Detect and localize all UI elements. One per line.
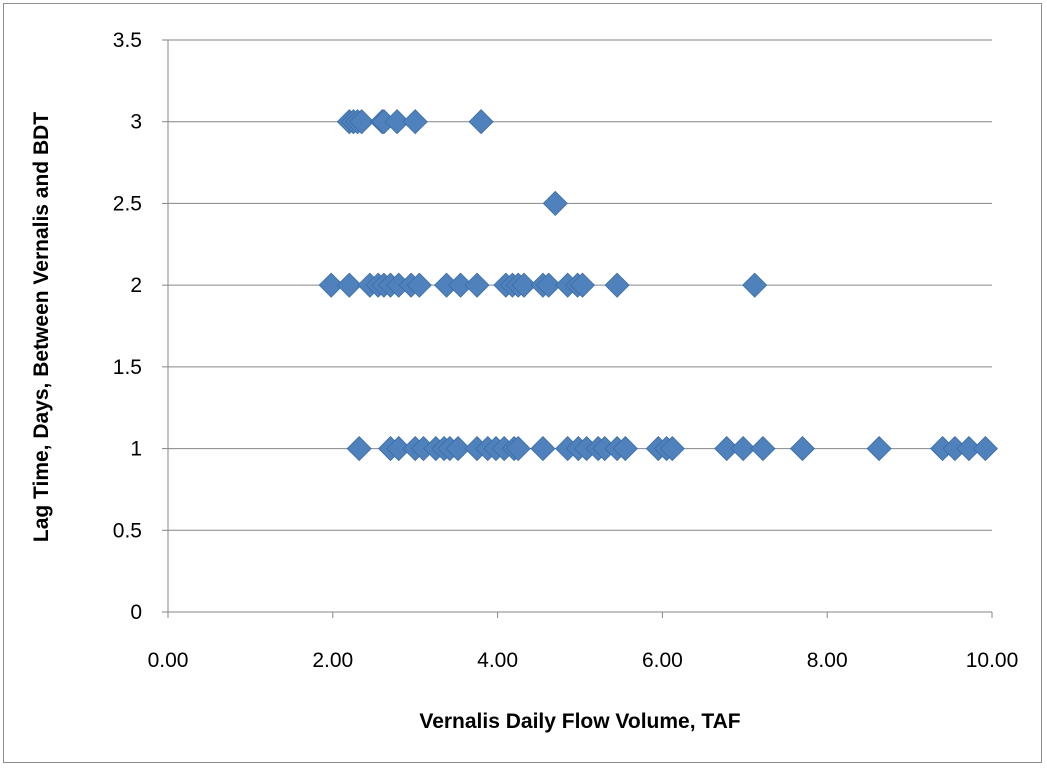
- y-tick-label: 0.5: [113, 519, 142, 542]
- x-tick-label: 6.00: [642, 649, 683, 672]
- x-axis-title: Vernalis Daily Flow Volume, TAF: [419, 710, 740, 733]
- y-axis-title: Lag Time, Days, Between Vernalis and BDT: [30, 112, 53, 542]
- y-tick-label: 3.5: [113, 29, 142, 52]
- data-point: [866, 436, 892, 462]
- axes: [162, 39, 993, 618]
- data-point: [972, 436, 998, 462]
- data-point: [384, 109, 410, 135]
- data-point: [346, 436, 372, 462]
- data-point: [542, 190, 568, 216]
- x-tick-label: 8.00: [807, 649, 848, 672]
- y-tick-label: 1: [130, 438, 142, 461]
- y-tick-label: 0: [130, 601, 142, 624]
- data-point: [336, 272, 362, 298]
- data-point: [536, 272, 562, 298]
- data-point: [612, 436, 638, 462]
- data-point: [569, 272, 596, 298]
- data-point: [789, 436, 816, 462]
- x-tick-labels: 0.00 2.00 4.00 6.00 8.00 10.00: [148, 649, 1019, 672]
- x-tick-label: 0.00: [148, 649, 189, 672]
- data-point: [750, 436, 776, 462]
- data-point: [464, 272, 490, 298]
- chart-frame: [3, 3, 1042, 763]
- x-tick-label: 2.00: [312, 649, 353, 672]
- data-point: [659, 436, 685, 462]
- data-point: [402, 109, 428, 135]
- gridlines: [168, 39, 992, 531]
- y-tick-labels: 0 0.5 1 1.5 2 2.5 3 3.5: [113, 29, 142, 624]
- data-point: [406, 272, 432, 298]
- y-tick-label: 2.5: [113, 192, 142, 215]
- x-tick-label: 4.00: [477, 649, 518, 672]
- data-point: [730, 436, 756, 462]
- data-point: [445, 436, 471, 462]
- x-tick-label: 10.00: [966, 649, 1019, 672]
- data-point: [318, 272, 344, 298]
- y-tick-label: 3: [130, 111, 142, 134]
- data-point: [604, 272, 630, 298]
- data-point: [742, 272, 768, 298]
- y-tick-label: 2: [130, 274, 142, 297]
- data-point: [468, 109, 494, 135]
- data-point: [349, 109, 375, 135]
- data-point: [511, 272, 537, 298]
- data-point: [530, 436, 556, 462]
- data-point: [505, 436, 531, 462]
- y-tick-label: 1.5: [113, 356, 142, 379]
- data-points: [318, 109, 998, 462]
